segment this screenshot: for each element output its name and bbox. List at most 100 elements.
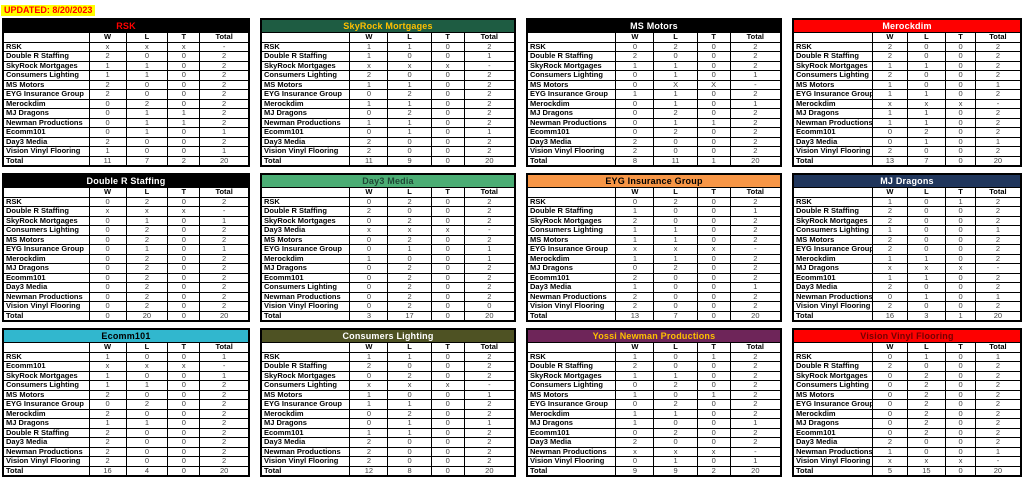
value-cell[interactable]: 2 xyxy=(88,136,127,147)
value-cell[interactable]: 0 xyxy=(615,380,655,391)
value-cell[interactable]: 2 xyxy=(974,399,1022,410)
value-cell[interactable]: 2 xyxy=(387,108,432,119)
value-cell[interactable]: 0 xyxy=(696,272,731,283)
value-cell[interactable]: 2 xyxy=(906,127,947,138)
value-cell[interactable]: 2 xyxy=(199,418,250,429)
value-cell[interactable]: 0 xyxy=(696,361,731,372)
column-header[interactable]: Total xyxy=(729,32,782,43)
value-cell[interactable]: 0 xyxy=(653,361,698,372)
value-cell[interactable]: 0 xyxy=(387,136,432,147)
value-cell[interactable]: - xyxy=(199,206,250,217)
row-label-cell[interactable]: Newman Productions xyxy=(260,117,351,128)
value-cell[interactable]: x xyxy=(696,446,731,457)
value-cell[interactable]: 0 xyxy=(615,79,655,90)
value-cell[interactable]: 2 xyxy=(729,263,782,274)
row-label-cell[interactable]: MJ Dragons xyxy=(792,263,874,274)
row-label-cell[interactable]: EYG Insurance Group xyxy=(792,399,874,410)
value-cell[interactable]: 2 xyxy=(906,380,947,391)
value-cell[interactable]: 1 xyxy=(615,89,655,100)
value-cell[interactable]: 2 xyxy=(88,89,127,100)
value-cell[interactable]: x xyxy=(430,225,465,236)
row-label-cell[interactable]: Vision Vinyl Flooring xyxy=(792,301,874,312)
value-cell[interactable]: 2 xyxy=(199,389,250,400)
value-cell[interactable]: 0 xyxy=(945,79,976,90)
value-cell[interactable]: 0 xyxy=(615,98,655,109)
row-label-cell[interactable]: Newman Productions xyxy=(2,446,90,457)
value-cell[interactable]: 0 xyxy=(945,225,976,236)
corner-cell[interactable] xyxy=(792,342,874,353)
value-cell[interactable]: 0 xyxy=(696,263,731,274)
value-cell[interactable]: 2 xyxy=(974,51,1022,62)
value-cell[interactable]: 2 xyxy=(615,361,655,372)
value-cell[interactable]: 2 xyxy=(974,370,1022,381)
value-cell[interactable]: 2 xyxy=(125,98,169,109)
value-cell[interactable]: 0 xyxy=(430,399,465,410)
value-cell[interactable]: 0 xyxy=(945,361,976,372)
value-cell[interactable]: x xyxy=(696,244,731,255)
value-cell[interactable]: 0 xyxy=(349,301,389,312)
value-cell[interactable]: 2 xyxy=(872,361,908,372)
row-label-cell[interactable]: Newman Productions xyxy=(792,117,874,128)
row-label-cell[interactable]: RSK xyxy=(2,196,90,207)
value-cell[interactable]: 4 xyxy=(125,465,169,477)
column-header[interactable]: T xyxy=(696,32,731,43)
value-cell[interactable]: 5 xyxy=(872,465,908,477)
value-cell[interactable]: x xyxy=(349,380,389,391)
value-cell[interactable]: 0 xyxy=(430,206,465,217)
row-label-cell[interactable]: Consumers Lighting xyxy=(792,380,874,391)
value-cell[interactable]: 20 xyxy=(125,310,169,322)
value-cell[interactable]: 2 xyxy=(199,51,250,62)
column-header[interactable]: L xyxy=(906,342,947,353)
value-cell[interactable]: 2 xyxy=(125,272,169,283)
value-cell[interactable]: 2 xyxy=(729,146,782,157)
value-cell[interactable]: 2 xyxy=(349,206,389,217)
total-label-cell[interactable]: Total xyxy=(526,465,617,477)
value-cell[interactable]: 3 xyxy=(349,310,389,322)
value-cell[interactable]: 2 xyxy=(199,136,250,147)
value-cell[interactable]: 0 xyxy=(696,427,731,438)
value-cell[interactable]: 0 xyxy=(88,127,127,138)
value-cell[interactable]: 0 xyxy=(125,437,169,448)
value-cell[interactable]: 13 xyxy=(872,155,908,167)
value-cell[interactable]: 2 xyxy=(974,408,1022,419)
value-cell[interactable]: 0 xyxy=(88,272,127,283)
row-label-cell[interactable]: MS Motors xyxy=(526,79,617,90)
value-cell[interactable]: 1 xyxy=(125,418,169,429)
value-cell[interactable]: 2 xyxy=(974,282,1022,293)
row-label-cell[interactable]: Double R Staffing xyxy=(526,206,617,217)
value-cell[interactable]: 0 xyxy=(906,196,947,207)
value-cell[interactable]: 1 xyxy=(872,108,908,119)
value-cell[interactable]: 2 xyxy=(729,136,782,147)
value-cell[interactable]: 0 xyxy=(906,244,947,255)
value-cell[interactable]: 0 xyxy=(88,301,127,312)
value-cell[interactable]: 2 xyxy=(199,446,250,457)
value-cell[interactable]: 0 xyxy=(387,389,432,400)
value-cell[interactable]: 2 xyxy=(463,117,516,128)
row-label-cell[interactable]: SkyRock Mortgages xyxy=(2,60,90,71)
value-cell[interactable]: 0 xyxy=(696,399,731,410)
value-cell[interactable]: 0 xyxy=(906,234,947,245)
row-label-cell[interactable]: RSK xyxy=(792,41,874,52)
value-cell[interactable]: 2 xyxy=(906,370,947,381)
column-header[interactable]: W xyxy=(615,187,655,198)
value-cell[interactable]: 2 xyxy=(463,291,516,302)
row-label-cell[interactable]: RSK xyxy=(526,41,617,52)
value-cell[interactable]: 1 xyxy=(615,370,655,381)
value-cell[interactable]: 0 xyxy=(872,351,908,362)
value-cell[interactable]: 0 xyxy=(387,51,432,62)
value-cell[interactable]: 1 xyxy=(615,206,655,217)
value-cell[interactable]: 0 xyxy=(88,310,127,322)
value-cell[interactable]: x xyxy=(430,380,465,391)
value-cell[interactable]: 2 xyxy=(872,206,908,217)
value-cell[interactable]: 7 xyxy=(906,155,947,167)
value-cell[interactable]: 2 xyxy=(974,117,1022,128)
row-label-cell[interactable]: Newman Productions xyxy=(260,446,351,457)
value-cell[interactable]: 2 xyxy=(729,399,782,410)
value-cell[interactable]: x xyxy=(167,206,201,217)
value-cell[interactable]: x xyxy=(430,60,465,71)
value-cell[interactable]: 1 xyxy=(906,108,947,119)
value-cell[interactable]: 2 xyxy=(729,408,782,419)
value-cell[interactable]: 2 xyxy=(199,437,250,448)
row-label-cell[interactable]: RSK xyxy=(792,196,874,207)
value-cell[interactable]: 1 xyxy=(615,60,655,71)
